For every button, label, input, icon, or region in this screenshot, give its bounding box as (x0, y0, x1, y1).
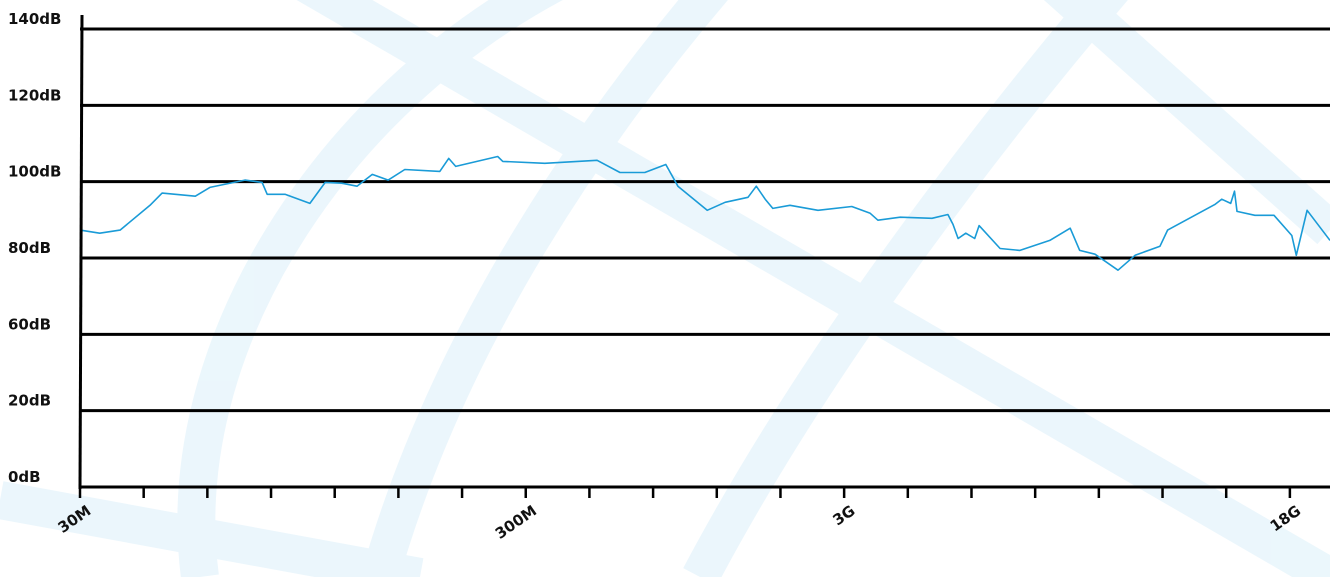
decor-arc (177, 0, 564, 577)
x-tick-label: 300M (492, 502, 540, 543)
y-tick-label: 60dB (8, 315, 51, 333)
x-tick-label: 3G (829, 502, 858, 530)
y-tick-label: 0dB (8, 468, 41, 486)
decor-arc (361, 0, 728, 577)
decor-band (296, 0, 1330, 577)
y-tick-label: 140dB (8, 10, 61, 28)
y-tick-label: 80dB (8, 239, 51, 257)
y-axis-line (78, 14, 84, 490)
y-tick-label: 20dB (8, 392, 51, 410)
series-line (79, 155, 1330, 271)
decor-arc (683, 0, 1128, 577)
decor-band (0, 481, 424, 577)
decor-band (1043, 0, 1330, 245)
y-tick-label: 100dB (8, 163, 61, 181)
grid (80, 27, 1330, 489)
plot (79, 155, 1330, 271)
y-tick-label: 120dB (8, 86, 61, 104)
